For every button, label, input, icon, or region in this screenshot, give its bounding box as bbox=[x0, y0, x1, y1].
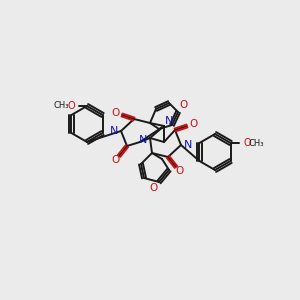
Text: O: O bbox=[150, 183, 158, 193]
Text: O: O bbox=[244, 138, 251, 148]
Text: N: N bbox=[139, 135, 147, 145]
Text: N: N bbox=[184, 140, 192, 150]
Text: N: N bbox=[110, 126, 118, 136]
Text: O: O bbox=[189, 119, 197, 129]
Text: N: N bbox=[165, 116, 173, 126]
Text: O: O bbox=[179, 100, 187, 110]
Text: O: O bbox=[176, 166, 184, 176]
Text: CH₃: CH₃ bbox=[53, 101, 69, 110]
Text: CH₃: CH₃ bbox=[249, 139, 264, 148]
Text: O: O bbox=[67, 101, 75, 111]
Text: O: O bbox=[111, 155, 119, 165]
Text: O: O bbox=[112, 108, 120, 118]
